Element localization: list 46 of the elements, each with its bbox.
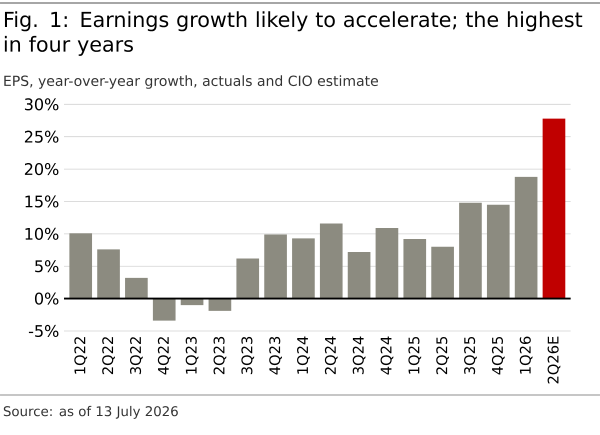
x-tick-label: 2Q22: [102, 337, 115, 374]
bar: [236, 258, 260, 299]
bar: [542, 118, 566, 299]
bar: [97, 249, 120, 299]
bar: [152, 298, 176, 321]
x-tick-label: 1Q25: [408, 336, 422, 374]
bar: [320, 223, 343, 299]
y-tick-label: 20%: [24, 163, 58, 176]
x-tick-label: 2Q26E: [548, 336, 560, 384]
bar: [69, 233, 92, 299]
x-tick-label: 1Q26: [520, 336, 532, 374]
bar: [125, 278, 148, 299]
y-tick-label: 5%: [35, 260, 58, 272]
chart-title: Fig. 1: Earnings growth likely to accelerate; the highest in four years: [4, 11, 582, 56]
bar: [514, 176, 538, 299]
y-tick-label: 15%: [25, 195, 58, 208]
x-tick-label: 3Q25: [464, 336, 477, 374]
x-tick-label: 1Q22: [74, 337, 88, 374]
x-tick-label: 4Q25: [492, 336, 505, 375]
y-tick-label: 30%: [24, 98, 58, 110]
x-tick-label: 3Q22: [130, 337, 143, 374]
x-tick-label: 3Q23: [241, 336, 254, 374]
bar: [431, 246, 454, 299]
x-tick-label: 2Q23: [214, 336, 226, 374]
bar: [376, 228, 398, 299]
x-tick-label: 4Q24: [380, 336, 394, 375]
x-tick-label: 4Q23: [269, 336, 282, 375]
bar: [459, 202, 482, 299]
bar: [348, 252, 370, 299]
x-tick-label: 1Q24: [297, 336, 310, 374]
source-note: Source: as of 13 July 2026: [4, 406, 178, 419]
bar: [292, 238, 315, 299]
y-tick-label: 10%: [25, 228, 58, 240]
y-tick-label: -5%: [28, 324, 58, 338]
bar: [208, 298, 232, 311]
y-tick-label: 0%: [34, 292, 58, 305]
bar: [486, 204, 510, 299]
x-tick-label: 3Q24: [352, 336, 366, 374]
x-tick-label: 1Q23: [186, 336, 198, 374]
y-tick-label: 25%: [24, 130, 58, 143]
x-tick-label: 2Q25: [436, 336, 449, 374]
bar: [264, 234, 287, 299]
x-tick-label: 4Q22: [158, 337, 171, 375]
x-tick-label: 2Q24: [324, 336, 338, 374]
bar: [403, 239, 426, 299]
chart-subtitle: EPS, year-over-year growth, actuals and CIO estimate: [4, 75, 378, 89]
